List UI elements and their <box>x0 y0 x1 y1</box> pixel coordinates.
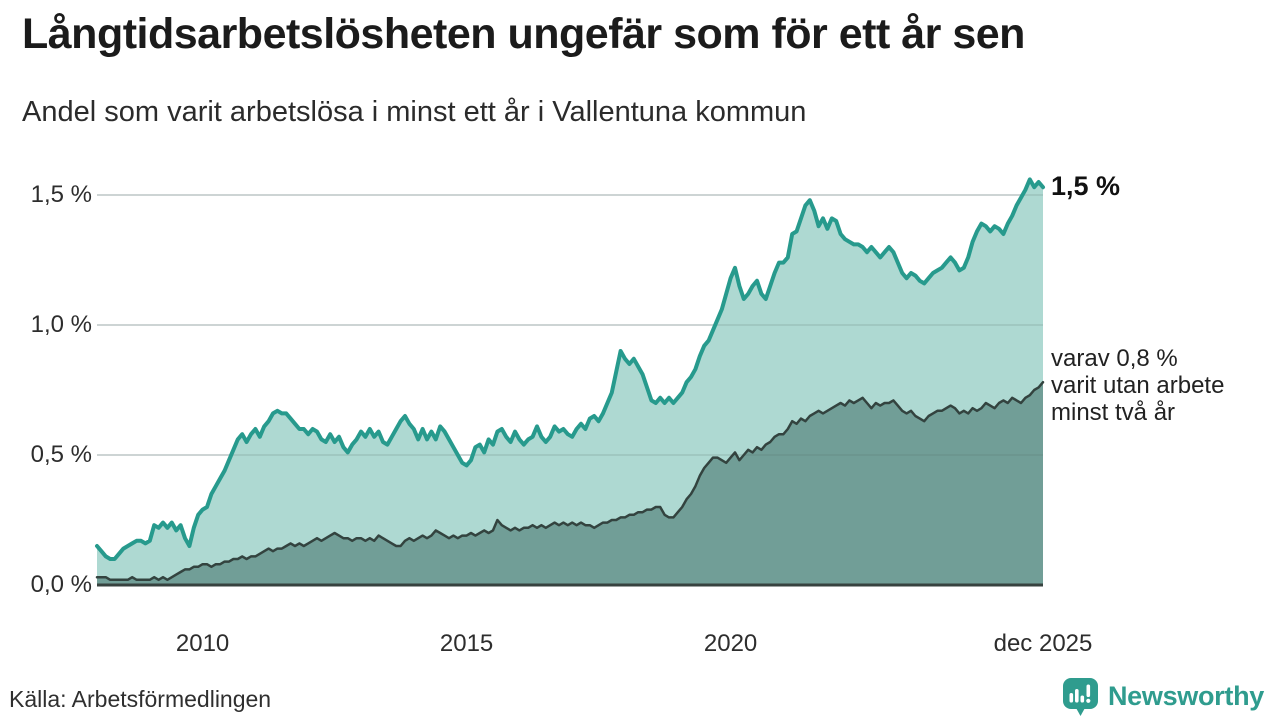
latest-value-label: 1,5 % <box>1051 171 1121 202</box>
y-tick-label: 0,0 % <box>30 571 92 598</box>
annotation-line: minst två år <box>1051 399 1176 427</box>
annotation-line: varav 0,8 % <box>1051 345 1178 373</box>
two-year-line <box>95 380 1045 582</box>
source-credit: Källa: Arbetsförmedlingen <box>9 686 272 712</box>
annotation-line: varit utan arbete <box>1051 372 1225 400</box>
page-title: Långtidsarbetslösheten ungefär som för e… <box>22 10 1025 58</box>
logo-wordmark: Newsworthy <box>1107 681 1264 711</box>
gridlines-overlay <box>97 194 1043 456</box>
y-tick-label: 1,0 % <box>30 311 92 338</box>
newsworthy-speech-bubble-chart-icon <box>1062 678 1098 716</box>
x-tick-label: 2020 <box>703 630 758 657</box>
y-tick-label: 1,5 % <box>30 181 92 208</box>
y-tick-label: 0,5 % <box>30 441 92 468</box>
x-tick-label: 2010 <box>175 630 230 657</box>
two-year-annotation: varav 0,8 % varit utan arbete minst två … <box>1051 345 1224 426</box>
x-tick-label: 2015 <box>439 630 494 657</box>
chart-subtitle: Andel som varit arbetslösa i minst ett å… <box>22 96 807 128</box>
total-line <box>95 177 1045 561</box>
newsworthy-logo[interactable]: Newsworthy <box>1062 676 1264 717</box>
x-tick-label: dec 2025 <box>993 630 1093 657</box>
